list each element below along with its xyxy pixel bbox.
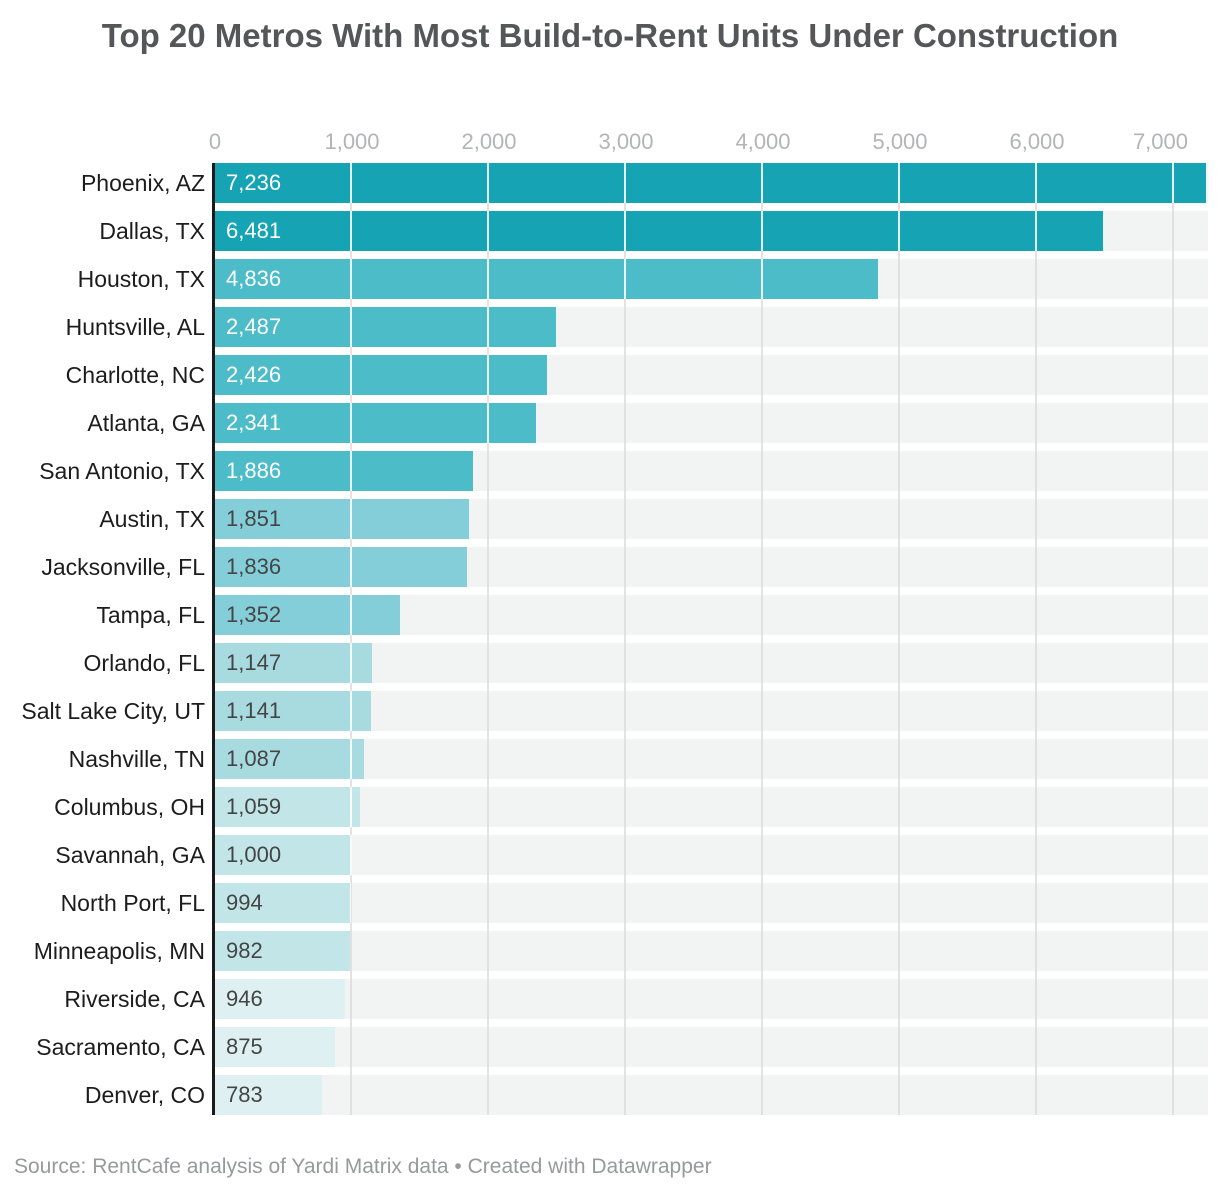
category-label: Riverside, CA xyxy=(64,986,205,1012)
bar-row: 994 xyxy=(215,883,1208,923)
bar xyxy=(215,883,352,923)
x-axis-tick-label: 3,000 xyxy=(598,129,654,154)
bar-row: 875 xyxy=(215,1027,1208,1067)
category-label: Nashville, TN xyxy=(68,746,205,772)
bar xyxy=(215,211,1103,251)
value-label: 1,141 xyxy=(226,698,282,723)
x-axis-tick-label: 2,000 xyxy=(461,129,517,154)
bar xyxy=(215,547,467,587)
bar xyxy=(215,787,361,827)
value-label: 6,481 xyxy=(226,218,282,243)
category-label: Phoenix, AZ xyxy=(80,170,205,196)
category-label: Orlando, FL xyxy=(83,650,205,676)
value-label: 982 xyxy=(226,938,263,963)
bar-row: 1,836 xyxy=(215,547,1208,587)
category-label: Huntsville, AL xyxy=(65,314,205,340)
bar-row: 1,000 xyxy=(215,835,1208,875)
value-label: 7,236 xyxy=(226,170,282,195)
bar-row: 1,886 xyxy=(215,451,1208,491)
x-axis-tick-label: 0 xyxy=(208,129,222,154)
bar xyxy=(215,835,352,875)
bar-row: 1,141 xyxy=(215,691,1208,731)
x-axis-tick-label: 7,000 xyxy=(1132,129,1188,154)
category-label: Minneapolis, MN xyxy=(33,938,205,964)
bar-row: 6,481 xyxy=(215,211,1208,251)
x-axis-tick-label: 5,000 xyxy=(872,129,928,154)
bar-row: 7,236 xyxy=(215,163,1208,203)
category-label: Austin, TX xyxy=(99,506,205,532)
x-axis: 0 1,000 2,000 3,000 4,000 5,000 6,000 7,000 xyxy=(0,129,1220,155)
bar xyxy=(215,259,878,299)
category-label: Jacksonville, FL xyxy=(41,554,205,580)
x-axis-tick-label: 4,000 xyxy=(735,129,791,154)
value-label: 946 xyxy=(226,986,263,1011)
category-label: Dallas, TX xyxy=(99,218,205,244)
value-label: 2,487 xyxy=(226,314,282,339)
category-label: Savannah, GA xyxy=(55,842,205,868)
category-label: Tampa, FL xyxy=(96,602,205,628)
category-label: Houston, TX xyxy=(77,266,205,292)
category-label: Charlotte, NC xyxy=(65,362,205,388)
value-label: 2,426 xyxy=(226,362,282,387)
y-axis-line xyxy=(212,163,215,1115)
bar-row: 1,059 xyxy=(215,787,1208,827)
bar xyxy=(215,1075,323,1115)
category-label: Sacramento, CA xyxy=(36,1034,205,1060)
value-label: 1,352 xyxy=(226,602,282,627)
value-label: 4,836 xyxy=(226,266,282,291)
value-label: 1,000 xyxy=(226,842,282,867)
value-label: 2,341 xyxy=(226,410,282,435)
category-label: Atlanta, GA xyxy=(87,410,205,436)
bar xyxy=(215,643,373,683)
source-note: Source: RentCafe analysis of Yardi Matri… xyxy=(14,1155,712,1178)
bar xyxy=(215,499,469,539)
bar xyxy=(215,403,536,443)
bar xyxy=(215,355,548,395)
plot-area: 7,236 6,481 4,836 2,487 2,426 2,341 1,886 1,851… xyxy=(215,163,1208,1115)
bar-row: 2,341 xyxy=(215,403,1208,443)
bar xyxy=(215,595,401,635)
bar-row: 4,836 xyxy=(215,259,1208,299)
bar xyxy=(215,307,556,347)
bar-row: 2,426 xyxy=(215,355,1208,395)
chart-title: Top 20 Metros With Most Build-to-Rent Un… xyxy=(0,12,1220,60)
value-label: 1,836 xyxy=(226,554,282,579)
value-label: 783 xyxy=(226,1082,263,1107)
category-label: Salt Lake City, UT xyxy=(21,698,205,724)
value-label: 994 xyxy=(226,890,263,915)
bar-row: 1,851 xyxy=(215,499,1208,539)
bar-row: 1,352 xyxy=(215,595,1208,635)
bar xyxy=(215,979,345,1019)
value-label: 1,886 xyxy=(226,458,282,483)
category-label: San Antonio, TX xyxy=(39,458,205,484)
bar-row: 982 xyxy=(215,931,1208,971)
x-axis-tick-label: 6,000 xyxy=(1009,129,1065,154)
category-label: Denver, CO xyxy=(84,1082,205,1108)
value-label: 1,087 xyxy=(226,746,282,771)
bar-row: 783 xyxy=(215,1075,1208,1115)
bar xyxy=(215,691,372,731)
chart-title-text: Top 20 Metros With Most Build-to-Rent Un… xyxy=(101,17,1119,54)
bar-row: 946 xyxy=(215,979,1208,1019)
value-label: 1,059 xyxy=(226,794,282,819)
bar-row: 1,147 xyxy=(215,643,1208,683)
bar xyxy=(215,1027,335,1067)
bar xyxy=(215,739,364,779)
x-axis-tick-label: 1,000 xyxy=(324,129,380,154)
value-label: 1,851 xyxy=(226,506,282,531)
bar-row: 1,087 xyxy=(215,739,1208,779)
category-label: North Port, FL xyxy=(60,890,205,916)
bar xyxy=(215,931,350,971)
bar xyxy=(215,163,1207,203)
category-label: Columbus, OH xyxy=(54,794,205,820)
value-label: 1,147 xyxy=(226,650,282,675)
value-label: 875 xyxy=(226,1034,263,1059)
bar-row: 2,487 xyxy=(215,307,1208,347)
bar xyxy=(215,451,474,491)
